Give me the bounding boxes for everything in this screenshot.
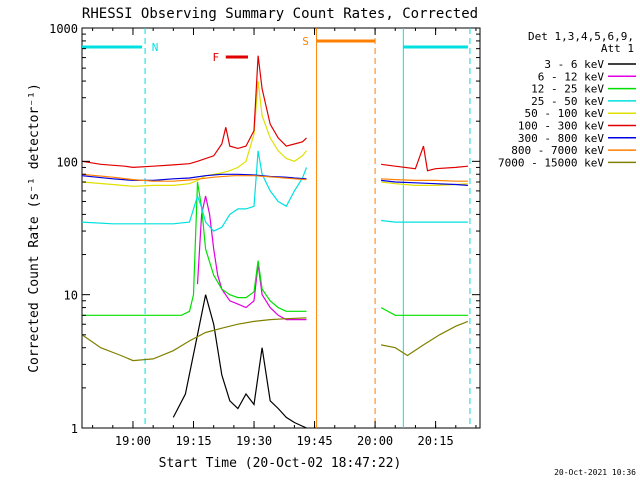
series-line-7 bbox=[381, 179, 468, 186]
legend-detectors: Det 1,3,4,5,6,9, bbox=[528, 30, 634, 43]
legend-label: 3 - 6 keV bbox=[544, 58, 604, 71]
legend-label: 25 - 50 keV bbox=[531, 95, 604, 108]
x-tick-label: 19:15 bbox=[175, 434, 211, 448]
x-axis-label: Start Time (20-Oct-02 18:47:22) bbox=[159, 456, 402, 471]
y-axis: 1 10 100 1000 bbox=[49, 22, 480, 436]
series-line-8 bbox=[81, 173, 307, 182]
y-tick-label: 1000 bbox=[49, 22, 78, 36]
series-line-4 bbox=[81, 150, 308, 232]
x-tick-label: 20:00 bbox=[357, 434, 393, 448]
plot-area bbox=[81, 27, 481, 429]
x-tick-label: 20:15 bbox=[418, 434, 454, 448]
plot-frame bbox=[81, 27, 481, 429]
legend-label: 6 - 12 keV bbox=[538, 70, 605, 83]
series-line-3 bbox=[82, 181, 307, 316]
series-layer bbox=[81, 55, 469, 429]
x-tick-label: 19:30 bbox=[236, 434, 272, 448]
x-axis: 19:00 19:15 19:30 19:45 20:00 20:15 bbox=[92, 28, 477, 448]
series-line-2 bbox=[196, 195, 307, 321]
night-flag-label: N bbox=[152, 41, 159, 54]
legend-label: 7000 - 15000 keV bbox=[498, 156, 604, 169]
y-tick-label: 100 bbox=[56, 155, 78, 169]
y-tick-label: 10 bbox=[64, 289, 78, 303]
series-line-4 bbox=[381, 219, 468, 223]
series-line-6 bbox=[381, 145, 468, 172]
series-line-6 bbox=[81, 55, 307, 169]
y-axis-label: Corrected Count Rate (s⁻¹ detector⁻¹) bbox=[27, 83, 42, 373]
series-line-3 bbox=[380, 307, 468, 316]
series-line-9 bbox=[81, 317, 307, 362]
series-line-1 bbox=[172, 294, 307, 429]
x-tick-label: 19:45 bbox=[296, 434, 332, 448]
legend-attenuator: Att 1 bbox=[601, 42, 634, 55]
flags-layer: F S N bbox=[82, 28, 471, 428]
chart-title: RHESSI Observing Summary Count Rates, Co… bbox=[82, 6, 478, 22]
series-line-5 bbox=[81, 81, 307, 187]
series-line-9 bbox=[380, 320, 469, 357]
y-tick-label: 1 bbox=[71, 422, 78, 436]
legend-label: 100 - 300 keV bbox=[518, 120, 604, 133]
legend-label: 300 - 800 keV bbox=[518, 132, 604, 145]
series-line-8 bbox=[381, 178, 468, 182]
legend-label: 50 - 100 keV bbox=[525, 107, 605, 120]
legend-label: 12 - 25 keV bbox=[531, 83, 604, 96]
legend-label: 800 - 7000 keV bbox=[511, 144, 604, 157]
saa-flag-label: S bbox=[302, 35, 309, 48]
flare-flag-label: F bbox=[212, 51, 219, 64]
footer-date: 20-Oct-2021 10:36 bbox=[554, 468, 636, 477]
x-tick-label: 19:00 bbox=[115, 434, 151, 448]
